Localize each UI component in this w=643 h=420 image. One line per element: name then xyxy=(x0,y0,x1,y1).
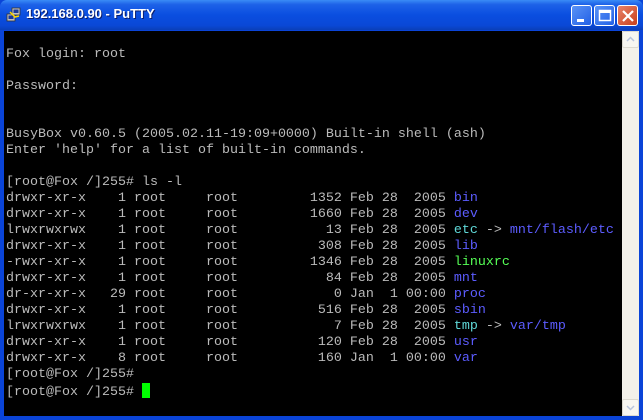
filename-exec: linuxrc xyxy=(453,255,510,270)
filename-link: etc xyxy=(453,223,478,238)
terminal-text: Password: xyxy=(6,79,78,94)
close-button[interactable] xyxy=(617,5,638,26)
terminal-screen[interactable]: Fox login: root Password: BusyBox v0.60.5 … xyxy=(4,31,622,416)
terminal-text: [root@Fox /]255# xyxy=(6,385,142,400)
chevron-up-icon xyxy=(626,36,635,42)
terminal-text: Enter 'help' for a list of built-in comm… xyxy=(6,143,366,158)
terminal-line: drwxr-xr-x 1 root root 516 Feb 28 2005 s… xyxy=(4,303,622,319)
vertical-scrollbar[interactable] xyxy=(622,31,639,416)
terminal-text: drwxr-xr-x 1 root root 84 Feb 28 2005 xyxy=(6,271,454,286)
window-title: 192.168.0.90 - PuTTY xyxy=(26,6,155,21)
filename-dir: var xyxy=(453,351,478,366)
terminal-line: drwxr-xr-x 8 root root 160 Jan 1 00:00 v… xyxy=(4,351,622,367)
terminal-line: [root@Fox /]255# xyxy=(4,367,622,383)
terminal-line: lrwxrwxrwx 1 root root 13 Feb 28 2005 et… xyxy=(4,223,622,239)
close-icon xyxy=(622,10,634,22)
filename-link: tmp xyxy=(453,319,478,334)
filename-dir: sbin xyxy=(453,303,486,318)
filename-dir: usr xyxy=(453,335,478,350)
terminal-text: lrwxrwxrwx 1 root root 7 Feb 28 2005 xyxy=(6,319,454,334)
scroll-down-button[interactable] xyxy=(622,399,639,416)
terminal-line xyxy=(4,63,622,79)
terminal-line: dr-xr-xr-x 29 root root 0 Jan 1 00:00 pr… xyxy=(4,287,622,303)
terminal-line: lrwxrwxrwx 1 root root 7 Feb 28 2005 tmp… xyxy=(4,319,622,335)
maximize-icon xyxy=(598,9,612,22)
filename-dir: var/tmp xyxy=(509,319,566,334)
terminal-line: Fox login: root xyxy=(4,47,622,63)
chevron-down-icon xyxy=(626,405,635,411)
terminal-text: -> xyxy=(477,223,510,238)
terminal-text: -> xyxy=(477,319,510,334)
filename-dir: mnt xyxy=(453,271,478,286)
minimize-button[interactable] xyxy=(571,5,592,26)
terminal-line: drwxr-xr-x 1 root root 1660 Feb 28 2005 … xyxy=(4,207,622,223)
terminal-line: drwxr-xr-x 1 root root 308 Feb 28 2005 l… xyxy=(4,239,622,255)
terminal-text: [root@Fox /]255# ls -l xyxy=(6,175,182,190)
terminal-text: drwxr-xr-x 1 root root 516 Feb 28 2005 xyxy=(6,303,454,318)
terminal-line: Enter 'help' for a list of built-in comm… xyxy=(4,143,622,159)
terminal-line: [root@Fox /]255# ls -l xyxy=(4,175,622,191)
terminal-text: drwxr-xr-x 1 root root 1352 Feb 28 2005 xyxy=(6,191,454,206)
terminal-text: dr-xr-xr-x 29 root root 0 Jan 1 00:00 xyxy=(6,287,454,302)
filename-dir: dev xyxy=(453,207,478,222)
terminal-line: -rwxr-xr-x 1 root root 1346 Feb 28 2005 … xyxy=(4,255,622,271)
terminal-line: drwxr-xr-x 1 root root 120 Feb 28 2005 u… xyxy=(4,335,622,351)
filename-dir: lib xyxy=(453,239,478,254)
terminal-line xyxy=(4,159,622,175)
terminal-text: Fox login: root xyxy=(6,47,126,62)
terminal-text: [root@Fox /]255# xyxy=(6,367,134,382)
terminal-line: [root@Fox /]255# xyxy=(4,383,622,400)
title-bar[interactable]: 192.168.0.90 - PuTTY xyxy=(0,0,643,30)
terminal-line: drwxr-xr-x 1 root root 1352 Feb 28 2005 … xyxy=(4,191,622,207)
terminal-line: Password: xyxy=(4,79,622,95)
maximize-button[interactable] xyxy=(594,5,615,26)
terminal-line: drwxr-xr-x 1 root root 84 Feb 28 2005 mn… xyxy=(4,271,622,287)
text-cursor xyxy=(141,383,150,398)
minimize-icon xyxy=(577,19,584,22)
terminal-line: BusyBox v0.60.5 (2005.02.11-19:09+0000) … xyxy=(4,127,622,143)
terminal-text: -rwxr-xr-x 1 root root 1346 Feb 28 2005 xyxy=(6,255,454,270)
putty-icon xyxy=(6,7,21,22)
filename-dir: proc xyxy=(453,287,486,302)
terminal-line xyxy=(4,111,622,127)
filename-dir: mnt/flash/etc xyxy=(509,223,614,238)
filename-dir: bin xyxy=(453,191,478,206)
terminal-text: drwxr-xr-x 1 root root 1660 Feb 28 2005 xyxy=(6,207,454,222)
terminal-text: BusyBox v0.60.5 (2005.02.11-19:09+0000) … xyxy=(6,127,486,142)
terminal-text: drwxr-xr-x 8 root root 160 Jan 1 00:00 xyxy=(6,351,454,366)
scroll-up-button[interactable] xyxy=(622,31,639,48)
terminal-line xyxy=(4,31,622,47)
terminal-text: drwxr-xr-x 1 root root 120 Feb 28 2005 xyxy=(6,335,454,350)
terminal-text: lrwxrwxrwx 1 root root 13 Feb 28 2005 xyxy=(6,223,454,238)
terminal-line xyxy=(4,95,622,111)
terminal-text: drwxr-xr-x 1 root root 308 Feb 28 2005 xyxy=(6,239,454,254)
